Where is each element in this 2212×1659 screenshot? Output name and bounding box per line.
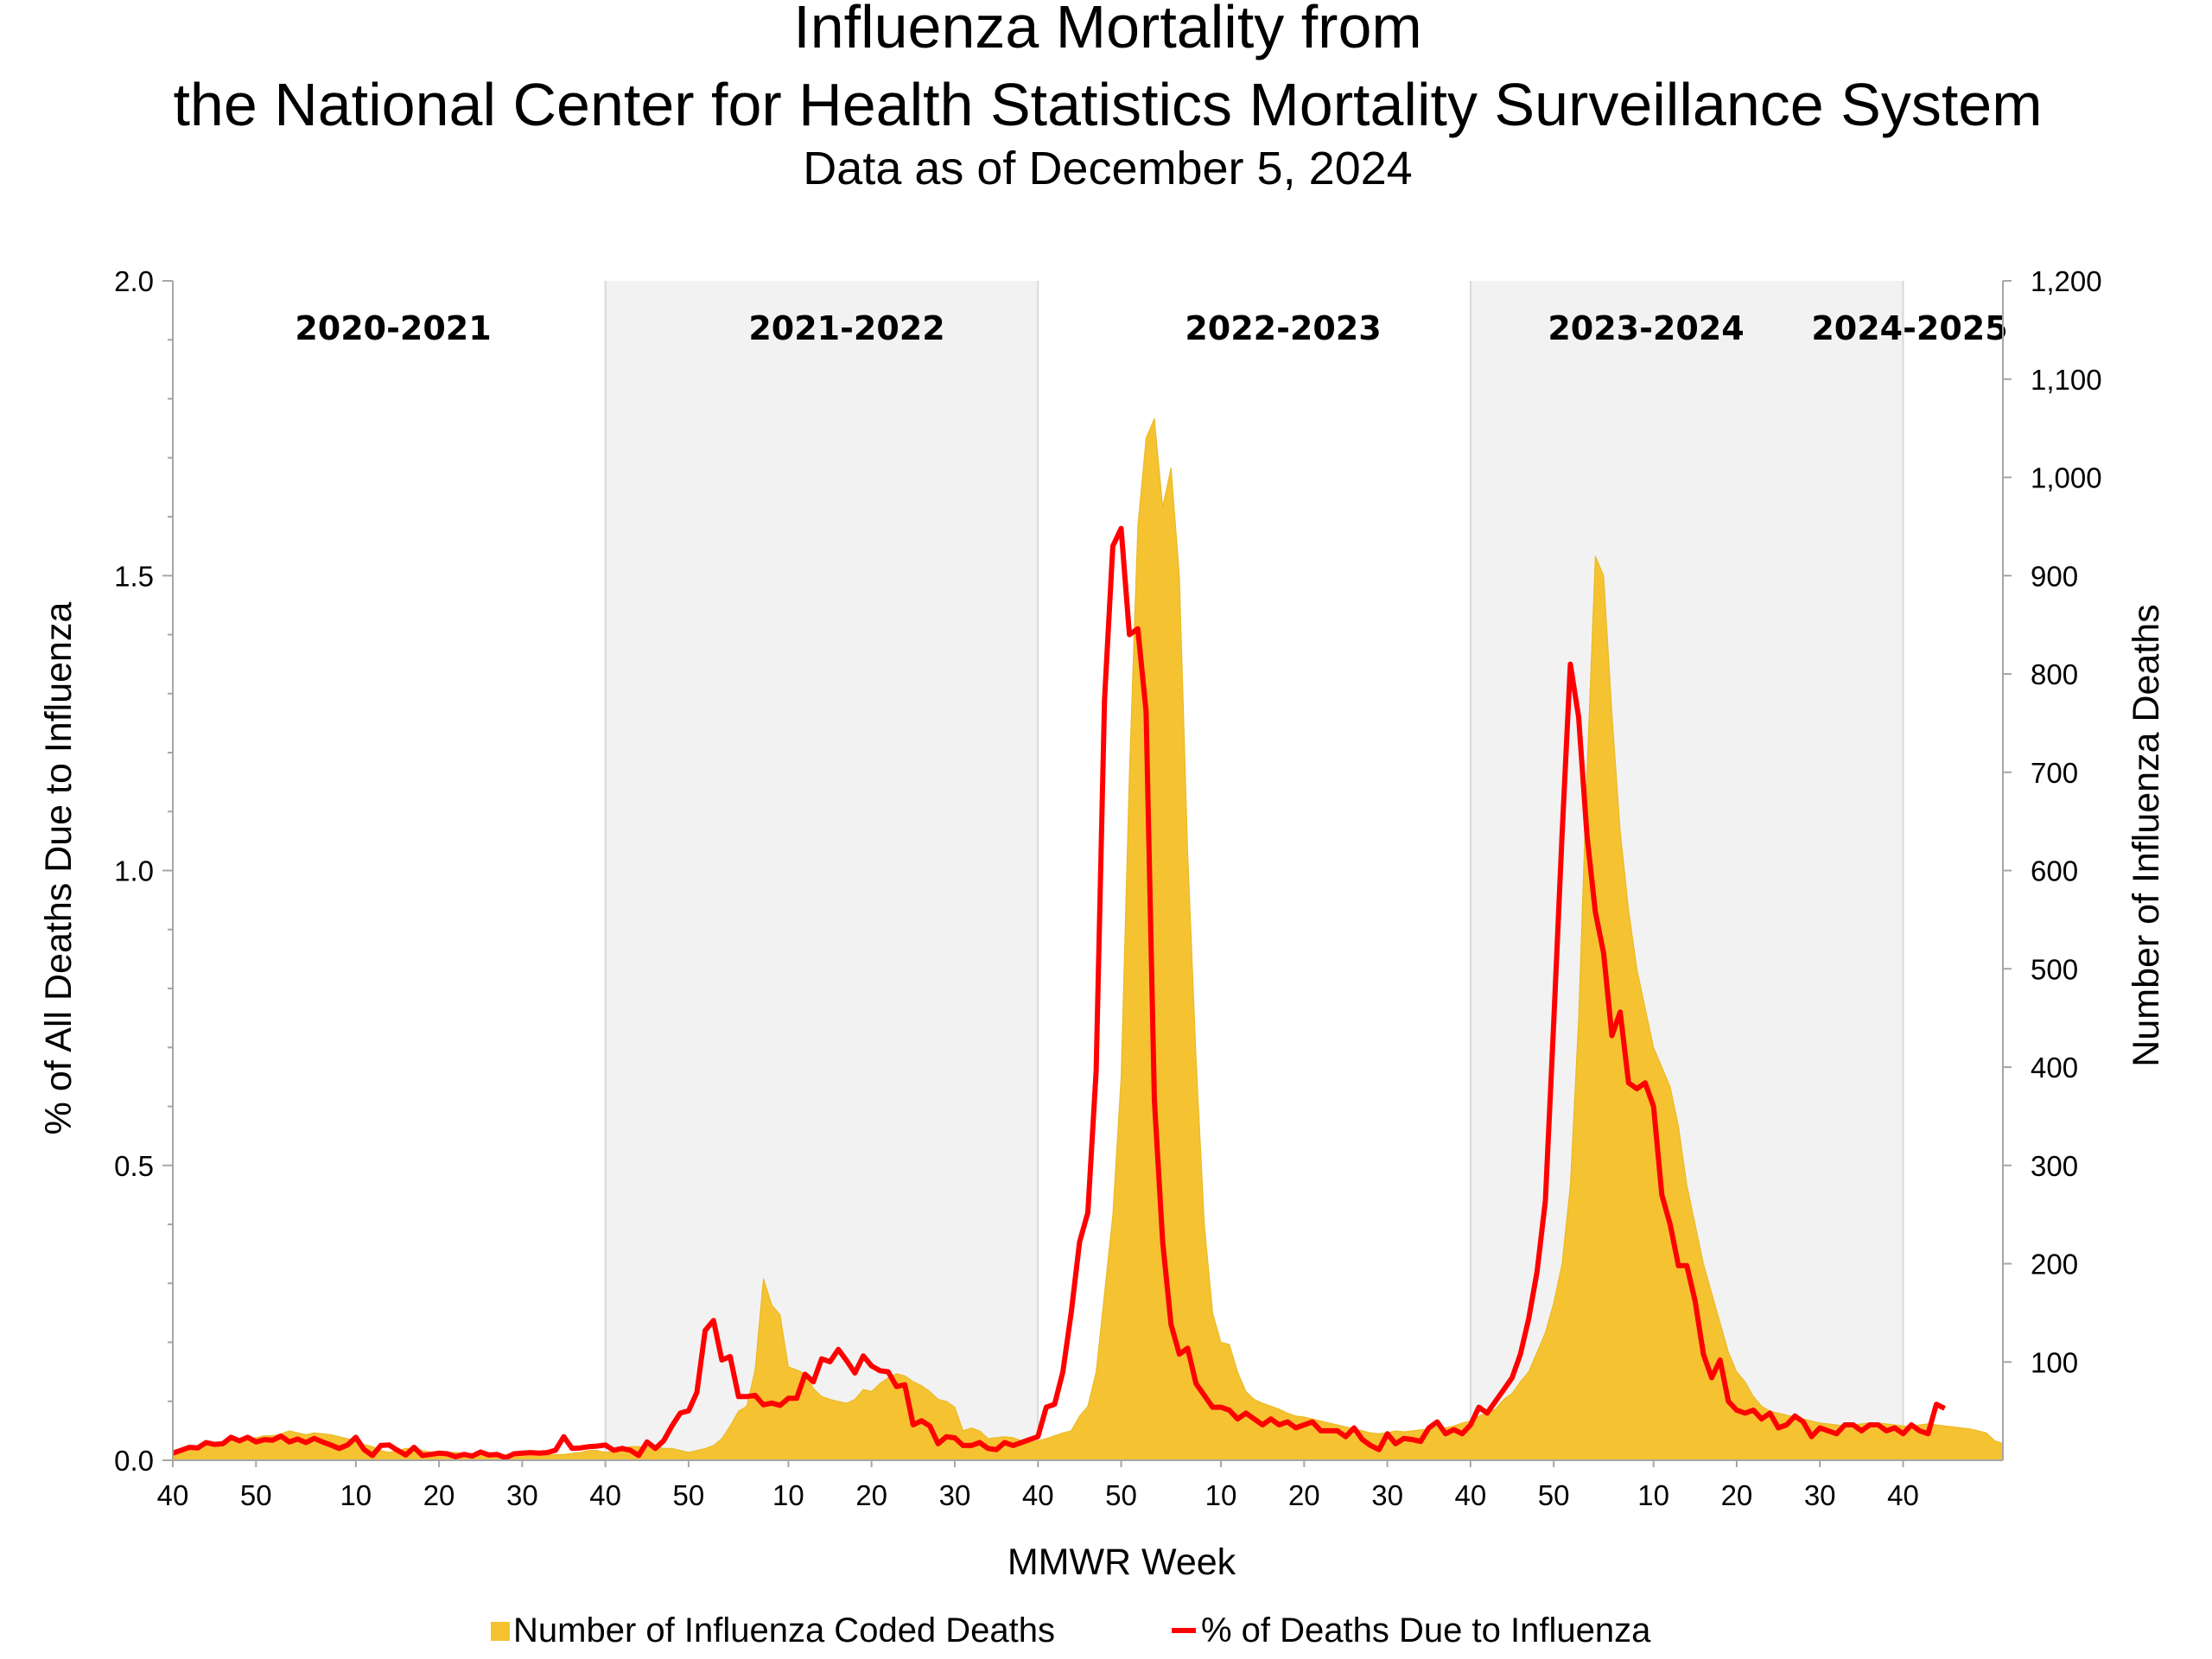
y-right-tick-label: 700 — [2031, 757, 2078, 789]
percent-line — [171, 525, 1946, 1461]
x-tick-label: 40 — [589, 1479, 621, 1511]
percent-line-series — [171, 525, 1946, 1461]
x-axis-title: MMWR Week — [1007, 1541, 1236, 1583]
y-left-tick-label: 1.0 — [114, 855, 154, 887]
y-right-tick-label: 200 — [2031, 1249, 2078, 1281]
x-tick-label: 30 — [1804, 1479, 1836, 1511]
x-tick-label: 30 — [506, 1479, 538, 1511]
x-tick-label: 40 — [157, 1479, 189, 1511]
y-right-tick-label: 1,000 — [2031, 462, 2102, 494]
x-tick-label: 50 — [1538, 1479, 1570, 1511]
legend-line-label: % of Deaths Due to Influenza — [1201, 1611, 1651, 1649]
y-right-tick-label: 300 — [2031, 1150, 2078, 1182]
season-label-2024-2025: 2024-2025 — [1811, 309, 2007, 347]
y-right-tick-label: 100 — [2031, 1346, 2078, 1378]
x-tick-label: 50 — [673, 1479, 705, 1511]
x-tick-label: 50 — [240, 1479, 272, 1511]
season-shade-1 — [605, 281, 1039, 1460]
season-labels: 2020-2021 2021-2022 2022-2023 2023-2024 … — [295, 309, 2007, 347]
y-axis-left-title: % of All Deaths Due to Influenza — [38, 602, 79, 1135]
x-tick-label: 40 — [1022, 1479, 1054, 1511]
x-tick-label: 10 — [1205, 1479, 1237, 1511]
x-tick-label: 20 — [1721, 1479, 1753, 1511]
season-label-2020-2021: 2020-2021 — [295, 309, 491, 347]
y-right-tick-label: 1,200 — [2031, 265, 2102, 297]
x-tick-label: 30 — [1371, 1479, 1403, 1511]
y-axis-right-title: Number of Influenza Deaths — [2126, 604, 2167, 1066]
legend-area-swatch — [491, 1622, 510, 1641]
y-right-tick-label: 500 — [2031, 953, 2078, 985]
x-tick-label: 10 — [340, 1479, 372, 1511]
y-right-tick-label: 800 — [2031, 658, 2078, 690]
axes: 0.0 0.5 1.0 1.5 2.0 100 200 300 400 500 600 700 800 9… — [114, 265, 2101, 1511]
season-label-2022-2023: 2022-2023 — [1185, 309, 1381, 347]
x-tick-label: 50 — [1105, 1479, 1137, 1511]
chart-title-line1: Influenza Mortality from — [793, 0, 1421, 60]
chart-subtitle: Data as of December 5, 2024 — [803, 143, 1412, 194]
x-tick-label: 20 — [1288, 1479, 1320, 1511]
x-tick-label: 20 — [423, 1479, 455, 1511]
y-right-tick-label: 900 — [2031, 560, 2078, 592]
y-right-tick-label: 600 — [2031, 855, 2078, 887]
season-label-2023-2024: 2023-2024 — [1548, 309, 1744, 347]
y-left-tick-label: 0.0 — [114, 1445, 154, 1477]
y-right-tick-label: 1,100 — [2031, 364, 2102, 396]
y-left-tick-label: 0.5 — [114, 1150, 154, 1182]
legend-area-label: Number of Influenza Coded Deaths — [513, 1611, 1055, 1649]
chart-title-line2: the National Center for Health Statistic… — [173, 71, 2042, 138]
x-tick-label: 20 — [855, 1479, 887, 1511]
legend: Number of Influenza Coded Deaths % of De… — [491, 1611, 1651, 1649]
x-tick-label: 10 — [772, 1479, 804, 1511]
x-tick-label: 40 — [1454, 1479, 1486, 1511]
y-left-tick-label: 2.0 — [114, 265, 154, 297]
x-tick-label: 30 — [939, 1479, 971, 1511]
x-tick-label: 10 — [1637, 1479, 1669, 1511]
season-label-2021-2022: 2021-2022 — [748, 309, 944, 347]
y-left-tick-label: 1.5 — [114, 560, 154, 592]
x-tick-label: 40 — [1887, 1479, 1919, 1511]
season-shading — [604, 281, 1904, 1460]
y-right-tick-label: 400 — [2031, 1052, 2078, 1084]
